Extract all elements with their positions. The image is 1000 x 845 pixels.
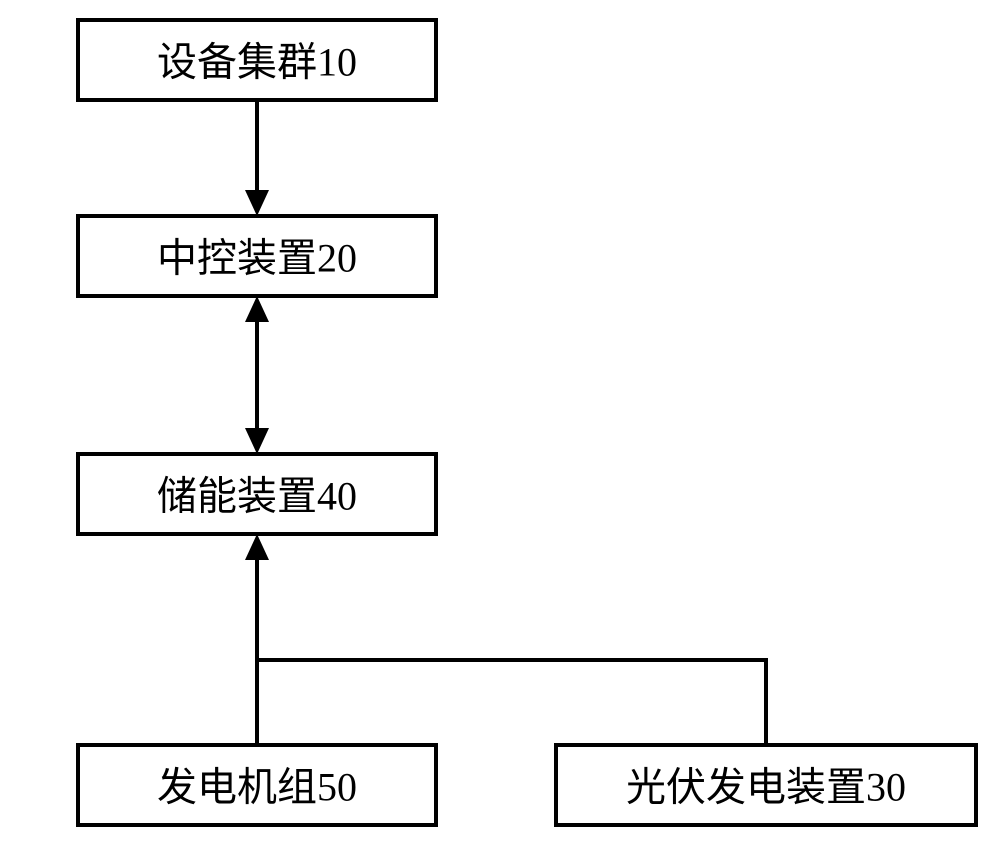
node-label: 光伏发电装置30	[626, 765, 906, 810]
flow-diagram: 设备集群10 中控装置20 储能装置40 发电机组50 光伏发电装置30	[0, 0, 1000, 845]
node-n40: 储能装置40	[78, 454, 436, 534]
arrow-head	[245, 428, 269, 454]
arrow-head	[245, 296, 269, 322]
node-n20: 中控装置20	[78, 216, 436, 296]
edge	[257, 660, 766, 745]
node-n10: 设备集群10	[78, 20, 436, 100]
arrow-head	[245, 190, 269, 216]
arrow-head	[245, 534, 269, 560]
node-n50: 发电机组50	[78, 745, 436, 825]
node-label: 发电机组50	[157, 765, 357, 810]
node-n30: 光伏发电装置30	[556, 745, 976, 825]
node-label: 中控装置20	[157, 236, 357, 281]
node-label: 储能装置40	[157, 474, 357, 519]
node-label: 设备集群10	[157, 40, 357, 85]
